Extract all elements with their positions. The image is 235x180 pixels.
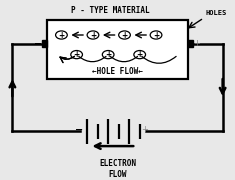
Text: +: + (121, 30, 128, 39)
Text: +: + (193, 39, 200, 48)
Text: −: − (75, 125, 83, 135)
Bar (47, 20, 188, 79)
Text: HOLES: HOLES (205, 10, 226, 16)
Bar (188, 40, 193, 48)
Text: +: + (105, 50, 111, 59)
Text: +: + (153, 30, 159, 39)
Text: +: + (90, 30, 96, 39)
Text: P - TYPE MATERIAL: P - TYPE MATERIAL (71, 6, 150, 15)
Text: +: + (58, 30, 65, 39)
Text: ELECTRON
FLOW: ELECTRON FLOW (99, 159, 136, 179)
Text: ←HOLE FLOW←: ←HOLE FLOW← (92, 67, 143, 76)
Text: +: + (137, 50, 143, 59)
Bar (42, 40, 47, 48)
Text: +: + (141, 125, 148, 134)
Text: +: + (74, 50, 80, 59)
Text: −: − (34, 39, 42, 49)
